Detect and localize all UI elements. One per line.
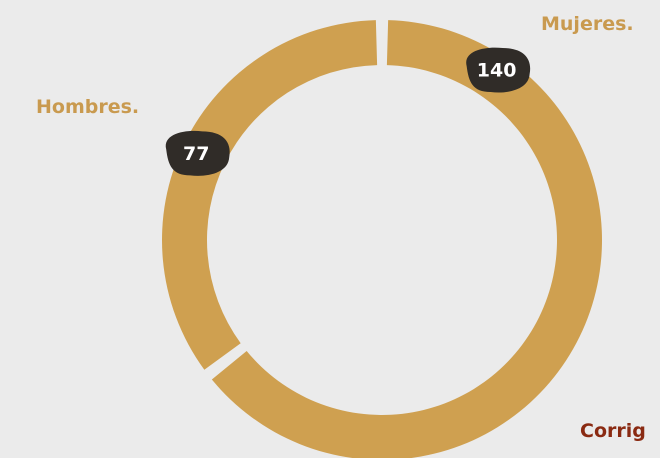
data-label: 140 (477, 60, 517, 82)
annotation: Corrig (580, 420, 646, 442)
donut-segment (162, 20, 378, 370)
value-badge (466, 47, 531, 93)
segment-label: Hombres. (36, 96, 139, 118)
value-badge (165, 130, 230, 176)
donut-segment (211, 20, 602, 458)
data-label: 77 (183, 143, 209, 165)
segment-label: Mujeres. (541, 13, 634, 35)
